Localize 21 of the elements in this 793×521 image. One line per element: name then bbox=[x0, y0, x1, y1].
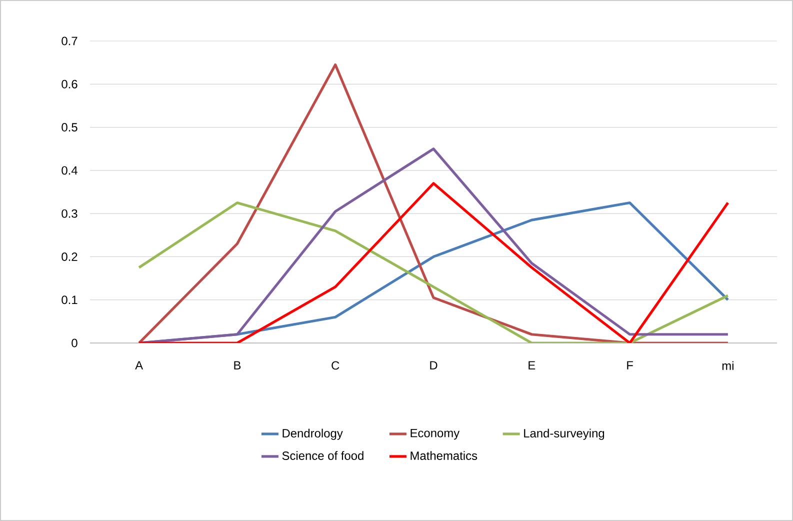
legend-label: Dendrology bbox=[282, 428, 343, 440]
y-tick-label: 0.1 bbox=[62, 296, 78, 304]
legend-label: Economy bbox=[410, 428, 460, 440]
y-tick-label: 0.3 bbox=[62, 209, 78, 218]
y-tick-label: 0.5 bbox=[62, 123, 78, 132]
x-tick-label: A bbox=[135, 361, 144, 370]
x-tick-label: C bbox=[332, 361, 340, 370]
y-tick-label: 0.2 bbox=[62, 252, 78, 261]
line-series bbox=[138, 63, 730, 343]
y-tick-label: 0.6 bbox=[62, 80, 78, 88]
x-tick-label: mi bbox=[722, 361, 734, 370]
legend-label: Land-surveying bbox=[524, 428, 604, 440]
legend-label: Science of food bbox=[282, 451, 364, 460]
y-tick-label: 0.4 bbox=[62, 166, 78, 175]
x-tick-label: F bbox=[627, 361, 633, 370]
y-tick-label: 0 bbox=[72, 338, 78, 348]
legend-label: Mathematics bbox=[410, 451, 478, 460]
x-tick-label: B bbox=[234, 361, 241, 370]
x-tick-label: E bbox=[528, 361, 536, 370]
y-tick-label: 0.7 bbox=[62, 36, 78, 46]
x-tick-label: D bbox=[430, 361, 438, 370]
